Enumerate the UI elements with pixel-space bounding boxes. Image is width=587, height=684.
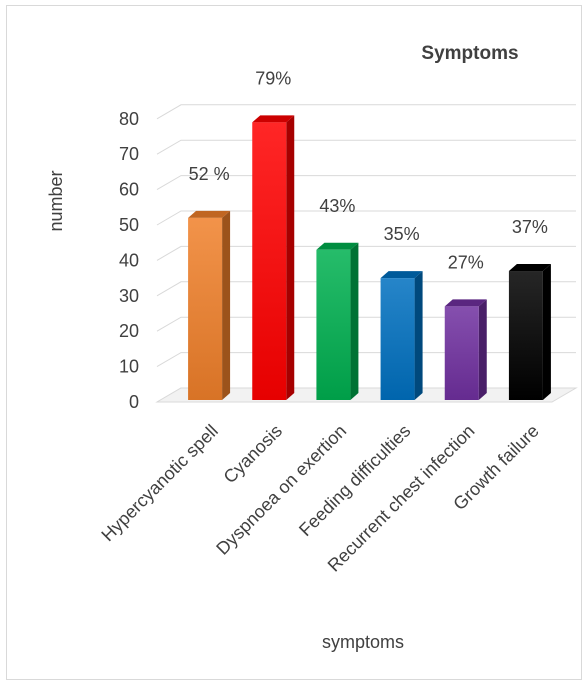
bar-front <box>380 278 415 400</box>
x-tick-label: Feeding difficulties <box>295 421 414 540</box>
bar-top <box>508 264 551 272</box>
x-tick-label: Hypercyanotic spell <box>97 421 222 546</box>
chart-title: Symptoms <box>421 43 518 64</box>
bar-side <box>542 264 551 400</box>
gridline-70 <box>156 139 576 155</box>
y-tick-label: 80 <box>119 109 139 129</box>
data-label: 43% <box>319 196 355 216</box>
bar-top <box>380 271 423 279</box>
x-tick-label: Cyanosis <box>220 421 286 487</box>
y-tick-label: 50 <box>119 215 139 235</box>
bar-side <box>350 242 359 400</box>
bar-5 <box>508 264 551 400</box>
bar-side <box>478 299 487 400</box>
gridline-50 <box>156 210 576 226</box>
bar-chart: 0 10 20 30 40 50 60 70 80 52 % 79% 43% 35% 27% 37% Hy… <box>46 43 578 652</box>
bar-front <box>508 271 543 400</box>
x-axis-title: symptoms <box>322 632 404 652</box>
bar-top <box>316 242 359 250</box>
bar-2 <box>316 242 359 400</box>
y-tick-label: 60 <box>119 180 139 200</box>
bar-top <box>188 210 231 218</box>
bar-side <box>414 271 423 400</box>
y-tick-label: 70 <box>119 144 139 164</box>
gridline-60 <box>156 175 576 191</box>
bar-top <box>444 299 487 307</box>
y-tick-label: 20 <box>119 321 139 341</box>
y-tick-label: 40 <box>119 250 139 270</box>
y-axis-ticks: 0 10 20 30 40 50 60 70 80 <box>119 109 139 412</box>
y-axis-title: number <box>46 170 66 231</box>
bar-3 <box>380 271 423 400</box>
gridline-40 <box>156 245 576 261</box>
y-tick-label: 10 <box>119 357 139 377</box>
bar-side <box>222 210 231 400</box>
bars <box>188 115 551 400</box>
data-labels: 52 % 79% 43% 35% 27% 37% <box>189 68 548 272</box>
gridline-10 <box>156 352 576 368</box>
bar-front <box>188 217 223 400</box>
y-tick-label: 0 <box>129 392 139 412</box>
data-label: 79% <box>255 68 291 88</box>
bar-side <box>286 115 295 400</box>
chart-frame: 0 10 20 30 40 50 60 70 80 52 % 79% 43% 35% 27% 37% Hy… <box>6 5 582 680</box>
bar-1 <box>252 115 295 400</box>
data-label: 35% <box>384 224 420 244</box>
bar-4 <box>444 299 487 400</box>
data-label: 37% <box>512 217 548 237</box>
bar-front <box>316 249 351 400</box>
gridlines <box>156 104 576 403</box>
bar-top <box>252 115 295 123</box>
gridline-20 <box>156 316 576 332</box>
y-tick-label: 30 <box>119 286 139 306</box>
gridline-30 <box>156 281 576 297</box>
x-tick-label: Dyspnoea on exertion <box>212 421 350 559</box>
data-label: 27% <box>448 252 484 272</box>
data-label: 52 % <box>189 164 230 184</box>
gridline-80 <box>156 104 576 120</box>
bar-front <box>444 306 479 400</box>
bar-0 <box>188 210 231 400</box>
bar-front <box>252 122 287 400</box>
